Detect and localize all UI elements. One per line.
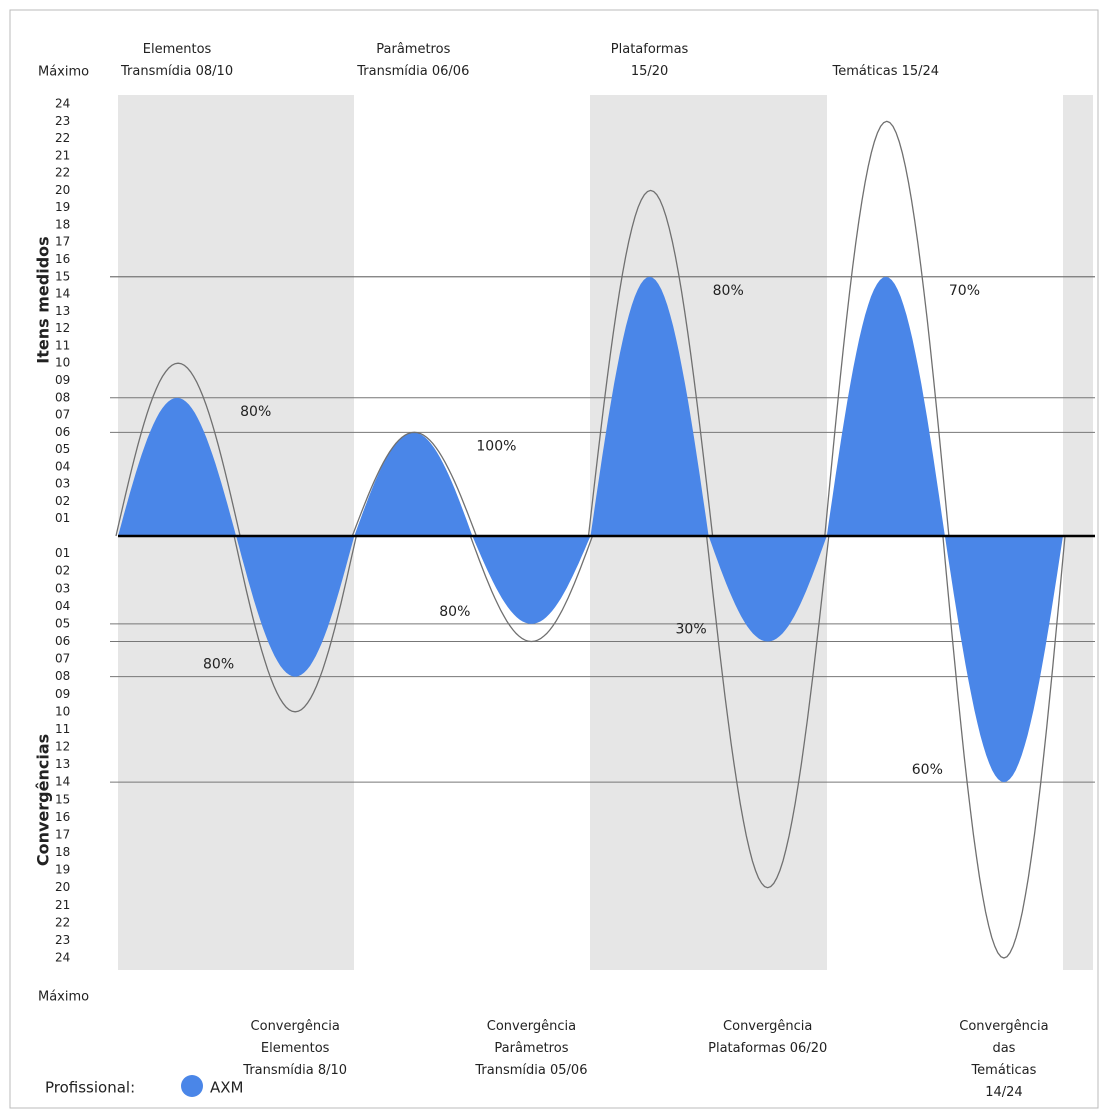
y2-tick-label: 07 bbox=[55, 652, 70, 666]
max-label: Máximo bbox=[38, 990, 89, 1005]
measured-percent: 80% bbox=[240, 404, 271, 420]
y2-tick-label: 21 bbox=[55, 898, 70, 912]
y-tick-label: 21 bbox=[55, 148, 70, 162]
y-tick-label: 09 bbox=[55, 373, 70, 387]
top-label: Elementos Transmídia 08/10 bbox=[121, 42, 234, 79]
y2-tick-label: 20 bbox=[55, 880, 70, 894]
y2-tick-label: 18 bbox=[55, 845, 70, 859]
top-label: Plataformas 15/20 bbox=[610, 42, 689, 79]
y-tick-label: 19 bbox=[55, 200, 70, 214]
top-label: Temáticas 15/24 bbox=[832, 64, 940, 79]
y2-tick-label: 22 bbox=[55, 915, 70, 929]
bottom-label: Convergência Elementos Transmídia 8/10 bbox=[243, 1019, 348, 1078]
y2-tick-label: 10 bbox=[55, 704, 70, 718]
measured-area bbox=[118, 397, 237, 536]
convergence-max-outline bbox=[233, 535, 357, 713]
y-tick-label: 05 bbox=[55, 442, 70, 456]
y-tick-label: 12 bbox=[55, 321, 70, 335]
convergence-area bbox=[472, 536, 591, 624]
measured-max-outline bbox=[587, 189, 714, 537]
convergence-percent: 80% bbox=[203, 657, 234, 673]
y-tick-label: 18 bbox=[55, 217, 70, 231]
y2-tick-label: 19 bbox=[55, 863, 70, 877]
convergence-area bbox=[944, 536, 1063, 783]
measured-percent: 100% bbox=[476, 438, 516, 454]
measured-percent: 70% bbox=[949, 283, 980, 299]
convergence-percent: 60% bbox=[912, 762, 943, 778]
y2-tick-label: 01 bbox=[55, 546, 70, 560]
y-tick-label: 22 bbox=[55, 131, 70, 145]
measured-area bbox=[826, 276, 945, 536]
measured-max-outline bbox=[824, 120, 950, 537]
y-tick-label: 16 bbox=[55, 252, 70, 266]
measured-area bbox=[354, 432, 473, 536]
y2-tick-label: 09 bbox=[55, 687, 70, 701]
y2-tick-label: 02 bbox=[55, 564, 70, 578]
bottom-label: Convergência Plataformas 06/20 bbox=[708, 1019, 828, 1056]
legend-label: AXM bbox=[210, 1079, 243, 1097]
y2-tick-label: 16 bbox=[55, 810, 70, 824]
measured-max-outline bbox=[115, 362, 241, 537]
y2-tick-label: 24 bbox=[55, 951, 70, 965]
y2-tick-label: 05 bbox=[55, 616, 70, 630]
y2-tick-label: 13 bbox=[55, 757, 70, 771]
y-tick-label: 04 bbox=[55, 459, 70, 473]
y-tick-label: 22 bbox=[55, 166, 70, 180]
y-tick-label: 20 bbox=[55, 183, 70, 197]
y2-tick-label: 23 bbox=[55, 933, 70, 947]
y-tick-label: 01 bbox=[55, 511, 70, 525]
max-label: Máximo bbox=[38, 65, 89, 80]
convergence-max-outline bbox=[705, 535, 830, 889]
y-tick-label: 03 bbox=[55, 477, 70, 491]
y-tick-label: 02 bbox=[55, 494, 70, 508]
y-tick-label: 08 bbox=[55, 390, 70, 404]
top-label: Parâmetros Transmídia 06/06 bbox=[357, 42, 470, 79]
y-tick-label: 14 bbox=[55, 287, 70, 301]
y-tick-label: 13 bbox=[55, 304, 70, 318]
y-tick-label: 10 bbox=[55, 356, 70, 370]
convergence-percent: 80% bbox=[439, 604, 470, 620]
y-tick-label: 17 bbox=[55, 235, 70, 249]
y2-tick-label: 03 bbox=[55, 581, 70, 595]
measured-area bbox=[590, 276, 709, 536]
y2-tick-label: 15 bbox=[55, 792, 70, 806]
y-tick-label: 11 bbox=[55, 338, 70, 352]
bottom-label: Convergência das Temáticas 14/24 bbox=[959, 1019, 1049, 1100]
y-tick-label: 06 bbox=[55, 425, 70, 439]
convergence-area bbox=[236, 536, 355, 677]
convergence-max-outline bbox=[942, 535, 1066, 959]
y2-tick-label: 17 bbox=[55, 827, 70, 841]
y2-tick-label: 14 bbox=[55, 775, 70, 789]
y-axis-label: Itens medidos bbox=[34, 236, 53, 363]
band bbox=[1063, 95, 1093, 970]
y-tick-label: 07 bbox=[55, 408, 70, 422]
y-tick-label: 15 bbox=[55, 269, 70, 283]
measured-percent: 80% bbox=[713, 283, 744, 299]
y2-tick-label: 12 bbox=[55, 740, 70, 754]
legend-title: Profissional: bbox=[45, 1079, 135, 1097]
y2-tick-label: 08 bbox=[55, 669, 70, 683]
bottom-label: Convergência Parâmetros Transmídia 05/06 bbox=[475, 1019, 588, 1078]
y2-tick-label: 04 bbox=[55, 599, 70, 613]
measured-max-outline bbox=[351, 431, 478, 537]
convergence-area bbox=[708, 536, 827, 642]
y-tick-label: 23 bbox=[55, 114, 70, 128]
y2-tick-label: 06 bbox=[55, 634, 70, 648]
y2-tick-label: 11 bbox=[55, 722, 70, 736]
legend-swatch bbox=[181, 1075, 203, 1097]
y-tick-label: 24 bbox=[55, 97, 70, 111]
convergence-max-outline bbox=[469, 535, 594, 643]
y2-axis-label: Convergências bbox=[34, 734, 53, 866]
convergence-percent: 30% bbox=[676, 622, 707, 638]
